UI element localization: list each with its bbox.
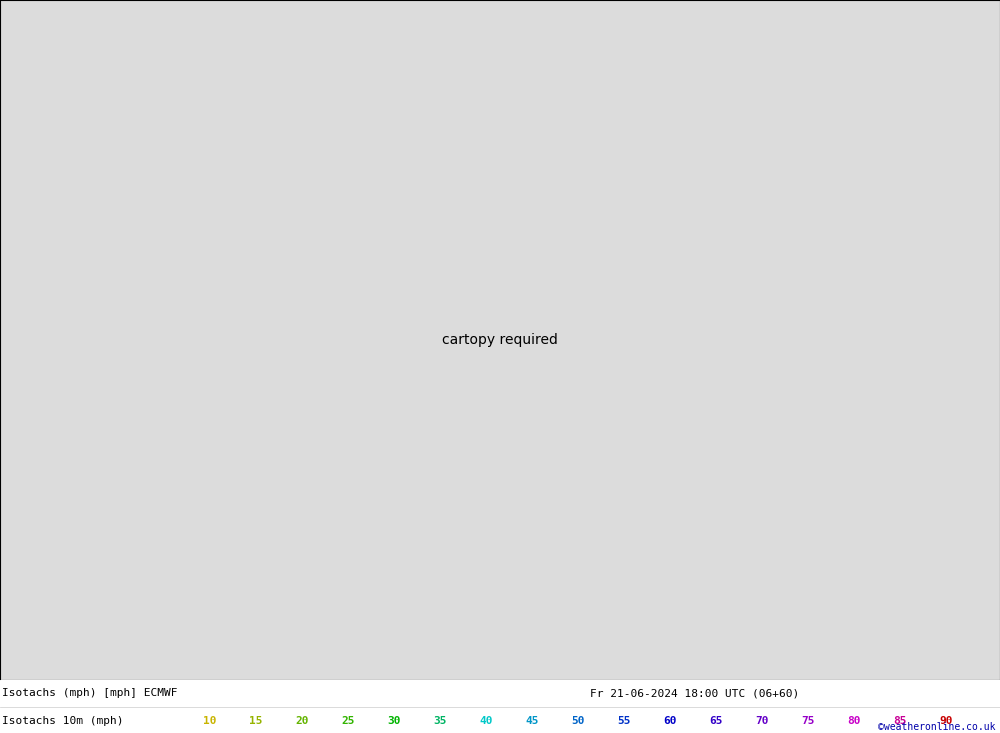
Text: cartopy required: cartopy required	[442, 333, 558, 347]
Text: 65: 65	[709, 716, 723, 726]
Text: 80: 80	[847, 716, 861, 726]
Text: 35: 35	[433, 716, 447, 726]
Text: 45: 45	[525, 716, 539, 726]
Text: 20: 20	[295, 716, 309, 726]
Text: ©weatheronline.co.uk: ©weatheronline.co.uk	[878, 722, 995, 732]
Text: 40: 40	[479, 716, 493, 726]
Text: 50: 50	[571, 716, 585, 726]
Text: Fr 21-06-2024 18:00 UTC (06+60): Fr 21-06-2024 18:00 UTC (06+60)	[590, 688, 799, 699]
Text: 25: 25	[341, 716, 355, 726]
Text: 90: 90	[939, 716, 953, 726]
Text: 75: 75	[801, 716, 815, 726]
Text: 60: 60	[663, 716, 677, 726]
Text: 85: 85	[893, 716, 907, 726]
Text: 30: 30	[387, 716, 401, 726]
Text: 10: 10	[203, 716, 217, 726]
Text: 70: 70	[755, 716, 769, 726]
Text: Isotachs 10m (mph): Isotachs 10m (mph)	[2, 716, 124, 726]
Text: 15: 15	[249, 716, 263, 726]
Text: 55: 55	[617, 716, 631, 726]
Text: Isotachs (mph) [mph] ECMWF: Isotachs (mph) [mph] ECMWF	[2, 688, 178, 699]
